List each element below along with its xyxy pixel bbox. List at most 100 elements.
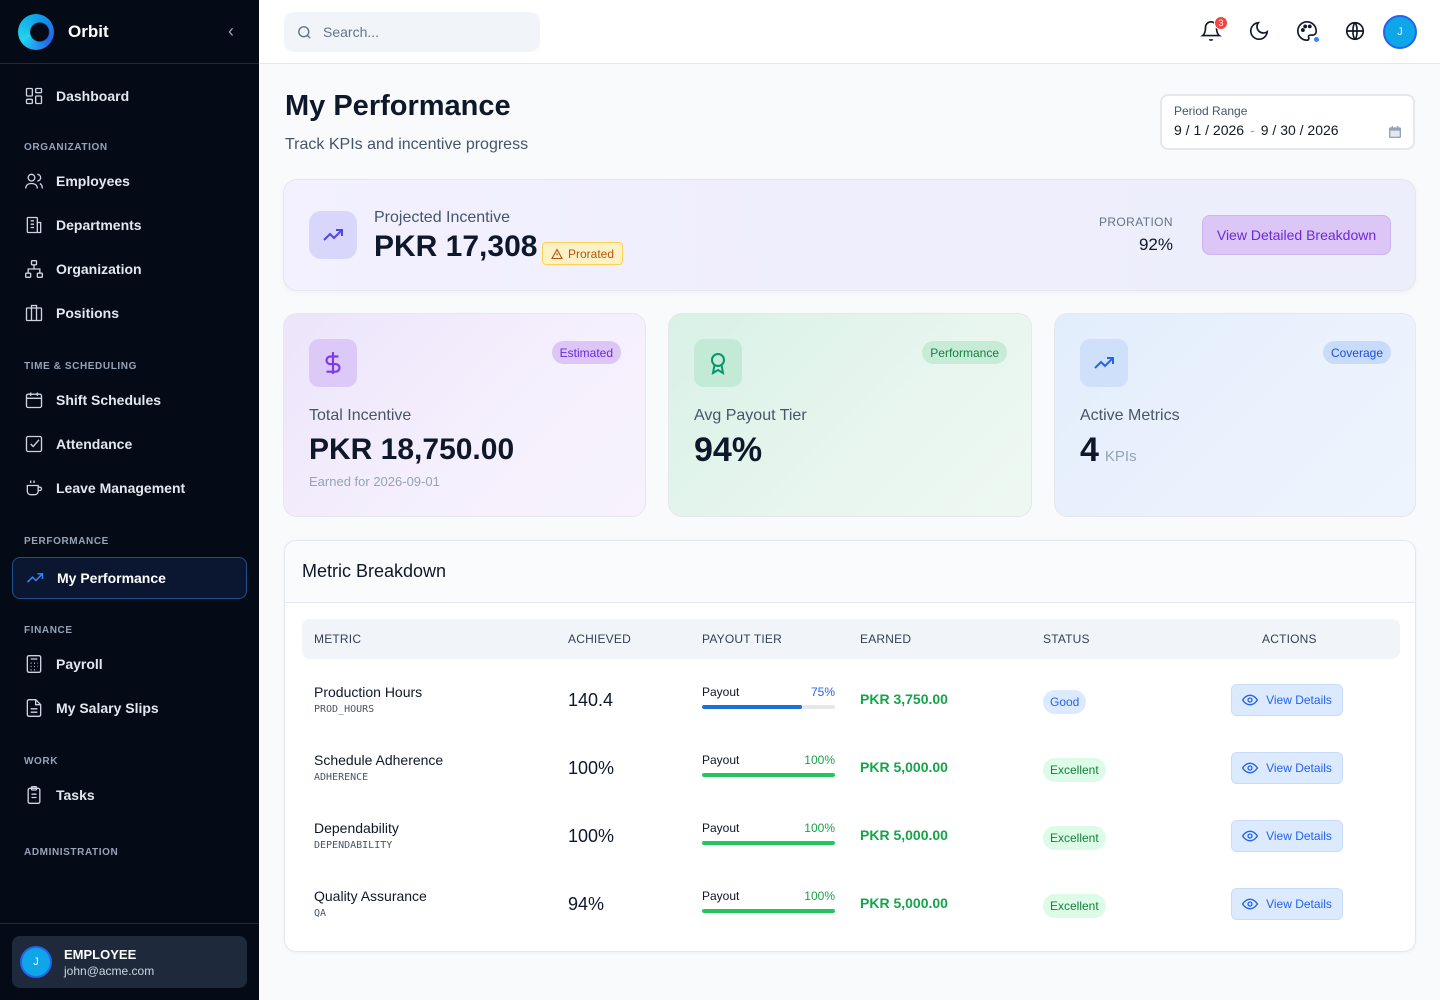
performance-tag: Performance (922, 341, 1007, 364)
search-input[interactable] (323, 24, 523, 40)
proration-value: 92% (1138, 235, 1173, 254)
table-row: Dependability DEPENDABILITY 100% Payout … (302, 807, 1400, 875)
warning-icon (551, 247, 563, 259)
eye-icon (1242, 830, 1259, 842)
eye-icon (1242, 762, 1259, 774)
notifications-button[interactable]: 3 (1200, 16, 1228, 44)
metric-earned: PKR 5,000.00 (860, 759, 948, 775)
column-header-metric: METRIC (314, 632, 362, 646)
metric-code: PROD_HOURS (314, 704, 375, 715)
period-range-picker[interactable]: Period Range 9 / 1 / 2026 - 9 / 30 / 202… (1160, 94, 1415, 150)
award-icon (694, 339, 742, 387)
eye-icon (1242, 898, 1259, 910)
period-range-label: Period Range (1174, 104, 1248, 118)
sidebar-item-attendance[interactable]: Attendance (0, 422, 259, 466)
sidebar-item-tasks[interactable]: Tasks (0, 773, 259, 817)
metric-achieved: 140.4 (568, 690, 614, 710)
org-chart-icon (25, 260, 43, 278)
payout-label: Payout (702, 821, 740, 835)
view-details-button[interactable]: View Details (1231, 820, 1343, 852)
payout-progress-bar (702, 705, 835, 709)
payout-progress-fill (702, 705, 802, 709)
view-detailed-breakdown-button[interactable]: View Detailed Breakdown (1202, 215, 1391, 255)
payout-progress-fill (702, 773, 835, 777)
metric-name: Production Hours (314, 684, 423, 700)
status-badge: Excellent (1043, 894, 1106, 918)
coverage-tag: Coverage (1322, 341, 1391, 364)
moon-icon (1249, 21, 1269, 41)
view-details-button[interactable]: View Details (1231, 888, 1343, 920)
language-button[interactable] (1344, 20, 1368, 44)
view-details-label: View Details (1266, 761, 1332, 775)
globe-icon (1345, 21, 1365, 41)
column-header-achieved: ACHIEVED (568, 632, 631, 646)
view-details-button[interactable]: View Details (1231, 684, 1343, 716)
sidebar-item-organization[interactable]: Organization (0, 247, 259, 291)
theme-toggle-button[interactable] (1248, 20, 1272, 44)
table-row: Production Hours PROD_HOURS 140.4 Payout… (302, 671, 1400, 739)
kpi-card-avg-payout-tier: Performance Avg Payout Tier 94% (668, 313, 1032, 517)
palette-icon (1297, 21, 1317, 41)
sidebar-item-label: My Salary Slips (56, 700, 159, 716)
period-end-date[interactable]: 9 / 30 / 2026 (1260, 122, 1339, 138)
section-performance: PERFORMANCE (24, 536, 109, 547)
metric-breakdown-card: Metric Breakdown METRIC ACHIEVED PAYOUT … (284, 540, 1416, 952)
palette-button[interactable] (1296, 20, 1320, 44)
sidebar-item-label: Leave Management (56, 480, 186, 496)
view-details-label: View Details (1266, 897, 1332, 911)
sidebar-item-label: Payroll (56, 656, 103, 672)
payout-label: Payout (702, 685, 740, 699)
metric-achieved: 100% (568, 758, 615, 778)
sidebar-item-positions[interactable]: Positions (0, 291, 259, 335)
sidebar-item-payroll[interactable]: Payroll (0, 642, 259, 686)
payout-percent: 75% (810, 685, 835, 699)
coffee-icon (26, 480, 43, 496)
brand: Orbit ‹ (0, 0, 259, 64)
table-row: Quality Assurance QA 94% Payout 100% PKR… (302, 875, 1400, 943)
dollar-icon (309, 339, 357, 387)
user-role: EMPLOYEE (64, 946, 137, 962)
payout-label: Payout (702, 753, 740, 767)
kpi-unit: KPIs (1104, 448, 1137, 465)
view-details-button[interactable]: View Details (1231, 752, 1343, 784)
sidebar-item-label: Employees (56, 173, 130, 189)
sidebar-item-shift-schedules[interactable]: Shift Schedules (0, 378, 259, 422)
search-box[interactable] (284, 12, 540, 52)
payout-label: Payout (702, 889, 740, 903)
period-range-value: 9 / 1 / 2026 - 9 / 30 / 2026 (1174, 122, 1401, 138)
user-card[interactable]: J EMPLOYEE john@acme.com (12, 936, 247, 988)
sidebar-item-departments[interactable]: Departments (0, 203, 259, 247)
payout-progress-bar (702, 841, 835, 845)
collapse-sidebar-icon[interactable]: ‹ (228, 21, 234, 41)
section-work: WORK (24, 756, 59, 767)
status-badge: Excellent (1043, 826, 1106, 850)
sidebar-item-my-salary-slips[interactable]: My Salary Slips (0, 686, 259, 730)
topbar: 3 J (259, 0, 1440, 64)
page-title: My Performance (285, 90, 511, 122)
trending-up-icon (309, 211, 357, 259)
column-header-earned: EARNED (860, 632, 912, 646)
status-badge: Excellent (1043, 758, 1106, 782)
status-dot (1313, 36, 1320, 43)
divider (0, 923, 259, 924)
sidebar-item-dashboard[interactable]: Dashboard (0, 74, 259, 118)
metric-earned: PKR 5,000.00 (860, 895, 948, 911)
briefcase-icon (25, 304, 43, 322)
kpi-card-total-incentive: Estimated Total Incentive PKR 18,750.00 … (283, 313, 646, 517)
kpi-card-active-metrics: Coverage Active Metrics 4 KPIs (1054, 313, 1416, 517)
user-email: john@acme.com (64, 963, 155, 978)
payout-percent: 100% (804, 889, 835, 903)
sidebar-item-leave-management[interactable]: Leave Management (0, 466, 259, 510)
table-title: Metric Breakdown (302, 561, 447, 581)
calendar-icon (25, 392, 43, 409)
sidebar-item-employees[interactable]: Employees (0, 159, 259, 203)
sidebar-item-label: Shift Schedules (56, 392, 162, 408)
app-name: Orbit (68, 21, 109, 41)
view-details-label: View Details (1266, 693, 1332, 707)
calendar-icon[interactable] (1387, 124, 1403, 140)
sidebar-item-my-performance[interactable]: My Performance (12, 557, 247, 599)
user-avatar-button[interactable]: J (1383, 15, 1417, 49)
period-start-date[interactable]: 9 / 1 / 2026 (1174, 122, 1245, 138)
search-icon (298, 25, 311, 39)
metric-name: Schedule Adherence (314, 752, 444, 768)
